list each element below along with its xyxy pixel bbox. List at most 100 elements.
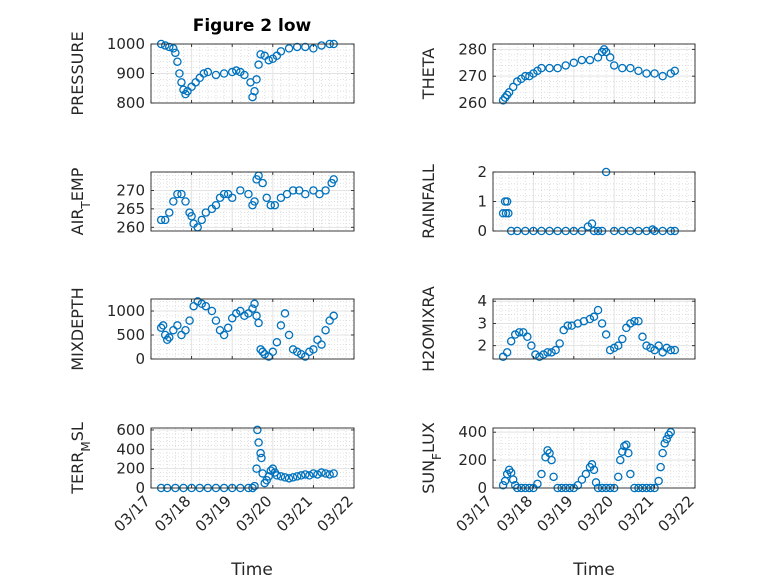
panel-1-data-point	[254, 60, 263, 69]
panel-4-data-point	[504, 209, 513, 218]
panel-2-data-point	[634, 66, 643, 76]
panel-6-data-point	[551, 345, 560, 355]
panel-7-x-tick-label: 03/17	[111, 492, 154, 535]
panel-7-plot-area	[151, 428, 354, 488]
panel-1-data-point	[264, 55, 273, 65]
panel-5-data-point	[284, 330, 294, 340]
panel-5-data-point	[162, 335, 172, 345]
panel-1-data-point	[160, 41, 170, 50]
panel-1-data-point	[179, 85, 188, 94]
panel-7-data-point	[276, 472, 286, 481]
panel-3-data-point	[181, 197, 190, 206]
panel-6-data-point	[597, 319, 607, 328]
panel-6-data-point	[670, 345, 680, 355]
panel-5-y-tick-label: 1000	[107, 302, 145, 320]
panel-5-data-point	[258, 347, 267, 357]
panel-7-data-point	[257, 453, 266, 463]
panel-1-data-point	[284, 44, 294, 53]
panel-7-data-point	[266, 466, 276, 475]
panel-7-data-point	[264, 472, 273, 481]
x-axis-label-right: Time	[572, 560, 615, 580]
panel-8-data-point	[587, 460, 597, 469]
panel-5-y-tick-label: 500	[116, 326, 145, 344]
panel-5-data-point	[158, 321, 168, 330]
panel-8-x-tick-label: 03/20	[574, 492, 617, 535]
panel-6-data-point	[613, 341, 623, 350]
panel-8-data-point	[533, 479, 542, 489]
panel-3-data-point	[219, 189, 229, 199]
panel-1-data-point	[317, 41, 326, 50]
panel-5-data-point	[223, 323, 233, 333]
panel-3-data-point	[270, 200, 280, 210]
panel-7-x-tick-label: 03/18	[151, 492, 194, 535]
panel-2-y-tick-label: 260	[458, 94, 487, 112]
panel-6-data-point	[601, 330, 611, 339]
panel-7-data-point	[296, 471, 306, 480]
panel-7-y-tick-label: 0	[135, 479, 145, 497]
panel-6-data-point	[547, 348, 556, 357]
panel-2-data-point	[504, 88, 514, 97]
panel-8-data-point	[626, 469, 635, 479]
panel-6-data-point	[662, 343, 671, 353]
panel-3-data-point	[315, 189, 324, 199]
panel-6-data-point	[563, 321, 572, 330]
panel-8-data-point	[537, 469, 546, 479]
panel-6-data-point	[589, 312, 599, 322]
panel-7-data-point	[301, 470, 310, 479]
panel-6-data-point	[585, 314, 595, 324]
panel-5-data-point	[276, 321, 286, 330]
panel-8-x-tick-label: 03/21	[614, 492, 657, 535]
panel-3-y-tick-label: 265	[116, 200, 145, 218]
panel-6-y-axis-label: H2OMIXRA	[419, 286, 438, 372]
panel-2-data-point	[508, 82, 518, 92]
panel-1-data-point	[276, 47, 286, 56]
panel-8-data-point	[547, 455, 556, 465]
panel-3-data-point	[187, 211, 196, 221]
panel-2-data-point	[618, 63, 627, 73]
panel-5-data-point	[181, 325, 190, 335]
panel-6-data-point	[531, 350, 540, 359]
panel-6-y-tick-label: 4	[477, 292, 487, 310]
panel-1-data-point	[175, 69, 184, 78]
panel-8-data-point	[660, 439, 669, 448]
panel-5-data-point	[317, 340, 326, 349]
panel-5-data-point	[250, 299, 259, 309]
panel-8-data-point	[589, 465, 599, 475]
panel-1-y-tick-label: 1000	[107, 35, 145, 53]
panel-5-data-point	[219, 330, 229, 340]
panel-2-data-point	[521, 71, 530, 81]
panel-6-data-point	[535, 352, 544, 362]
panel-6-axes-box	[492, 298, 696, 360]
panel-1-data-point	[240, 70, 249, 80]
panel-4-y-tick-label: 0	[477, 222, 487, 240]
panel-6-data-point	[618, 334, 627, 344]
panel-1-data-point	[173, 57, 182, 66]
panel-1-data-point	[248, 92, 257, 102]
panel-8-y-axis-label: SUNFLUX	[419, 422, 444, 494]
panel-8-data-point	[613, 472, 623, 482]
panel-2-data-point	[569, 58, 579, 68]
panel-8-y-tick-label: 200	[458, 451, 487, 469]
panel-1-y-axis-label: PRESSURE	[68, 31, 87, 115]
panel-3-data-point	[309, 186, 318, 195]
panel-8-x-tick-label: 03/19	[533, 492, 576, 535]
panel-1-data-point	[165, 42, 174, 52]
panel-5-data-point	[211, 316, 221, 325]
panel-8-data-point	[508, 475, 518, 484]
panel-6-data-point	[539, 350, 548, 359]
panel-5-y-tick-label: 0	[135, 350, 145, 368]
panel-7-x-tick-label: 03/19	[192, 492, 235, 535]
panel-2-data-point	[642, 69, 651, 78]
panel-3-data-point	[160, 215, 170, 225]
panel-3-data-point	[165, 208, 174, 217]
panel-2-data-point	[658, 71, 667, 81]
panel-8-x-tick-label: 03/17	[453, 492, 496, 535]
panel-8-data-point	[656, 462, 665, 472]
panel-3-y-axis-label: AIRTEMP	[68, 167, 93, 235]
panel-1-data-point	[199, 69, 209, 78]
panel-6-data-point	[543, 348, 552, 357]
panel-2-data-point	[605, 53, 615, 62]
panel-2-data-point	[593, 53, 603, 62]
